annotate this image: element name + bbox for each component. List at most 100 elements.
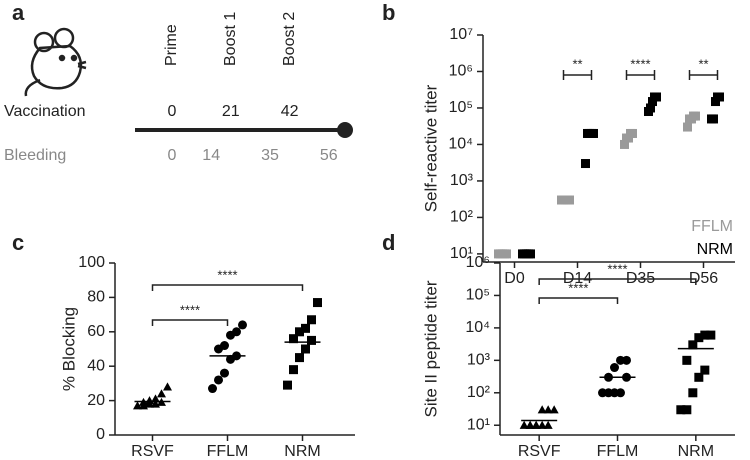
y-tick-label: 80 (87, 289, 105, 306)
event-label: Prime (163, 24, 180, 66)
event-label: Boost 1 (222, 12, 239, 66)
x-tick-label: RSVF (131, 443, 174, 460)
point (688, 388, 698, 398)
y-tick-label: 10³ (450, 172, 474, 189)
point (700, 330, 710, 340)
point (537, 420, 547, 429)
point (688, 340, 698, 350)
point (163, 382, 172, 391)
significance-label: ** (698, 56, 708, 71)
point (301, 323, 310, 333)
point (295, 353, 304, 363)
point (549, 405, 559, 414)
panel-label: d (382, 230, 395, 255)
point (283, 380, 292, 390)
y-axis-label: % Blocking (59, 307, 78, 391)
significance-label: ** (572, 56, 582, 71)
significance-label: **** (630, 56, 650, 71)
panel-label: c (12, 230, 24, 255)
y-tick-label: 60 (87, 323, 105, 340)
significance-bracket (562, 70, 593, 80)
bleeding-day: 35 (261, 147, 279, 164)
y-tick-label: 10³ (467, 352, 491, 369)
y-axis-label: Self-reactive titer (421, 84, 440, 212)
point (676, 405, 686, 415)
y-tick-label: 10¹ (467, 416, 490, 433)
point (208, 384, 217, 394)
significance-bracket (688, 70, 719, 80)
point (543, 420, 553, 429)
y-tick-label: 10² (450, 209, 474, 226)
point (151, 394, 160, 403)
significance-bracket (625, 70, 656, 80)
x-tick-label: FFLM (597, 443, 639, 460)
event-label: Boost 2 (281, 12, 298, 66)
mouse-icon (24, 27, 87, 97)
point (624, 133, 633, 143)
significance-label: **** (217, 267, 237, 282)
significance-bracket (538, 278, 697, 285)
point (709, 114, 718, 124)
significance-label: **** (180, 302, 200, 317)
point (301, 344, 310, 354)
point (581, 159, 590, 169)
point (295, 327, 304, 337)
legend-label: NRM (697, 241, 733, 258)
bleeding-day: 0 (168, 147, 177, 164)
y-tick-label: 10¹ (450, 245, 473, 262)
point (313, 298, 322, 308)
x-tick-label: FFLM (207, 443, 249, 460)
point (620, 139, 629, 149)
x-tick-label: NRM (284, 443, 320, 460)
y-tick-label: 10⁶ (449, 63, 473, 80)
significance-label: **** (568, 280, 588, 295)
point (289, 365, 298, 375)
point (537, 405, 547, 414)
point (307, 315, 316, 325)
point (610, 363, 619, 373)
y-tick-label: 10⁴ (448, 136, 473, 153)
point (711, 97, 720, 107)
point (232, 327, 241, 337)
point (683, 122, 692, 132)
point (616, 388, 625, 398)
point (307, 335, 316, 345)
vaccination-label: Vaccination (4, 103, 86, 120)
point (628, 128, 637, 138)
point (220, 368, 229, 378)
significance-bracket (538, 297, 619, 304)
point (133, 401, 142, 410)
y-axis-label: Site II peptide titer (421, 280, 440, 417)
panel-label: b (382, 0, 395, 25)
vaccination-day: 42 (281, 103, 299, 120)
legend-label: FFLM (691, 218, 733, 235)
point (519, 420, 529, 429)
y-tick-label: 0 (96, 426, 105, 443)
panel-label: a (12, 0, 25, 25)
point (652, 92, 661, 102)
point (220, 341, 229, 351)
point (700, 365, 710, 375)
y-tick-label: 100 (78, 254, 105, 271)
point (157, 389, 166, 398)
point (691, 111, 700, 121)
point (525, 420, 535, 429)
y-tick-label: 10⁴ (465, 319, 490, 336)
point (526, 249, 535, 259)
y-tick-label: 10⁶ (466, 254, 490, 271)
vaccination-day: 21 (222, 103, 240, 120)
point (502, 249, 511, 259)
point (214, 375, 223, 385)
point (289, 334, 298, 344)
bleeding-day: 56 (320, 147, 338, 164)
vaccination-day: 0 (168, 103, 177, 120)
point (648, 97, 657, 107)
significance-bracket (151, 319, 229, 326)
timeline-end (337, 122, 353, 138)
y-tick-label: 10⁷ (449, 26, 473, 43)
significance-label: **** (607, 261, 627, 276)
y-tick-label: 10⁵ (466, 287, 490, 304)
y-tick-label: 10⁵ (449, 99, 473, 116)
point (565, 195, 574, 205)
